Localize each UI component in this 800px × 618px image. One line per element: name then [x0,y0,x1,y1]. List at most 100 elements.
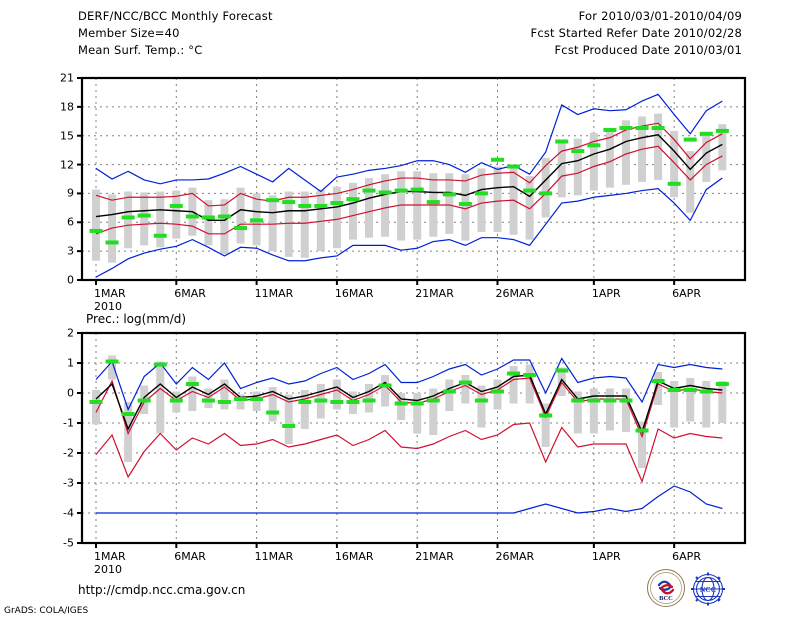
spread-bar [220,379,229,410]
member-size-label: Member Size=40 [78,26,180,40]
observed-marker [234,397,248,401]
spread-bar [252,193,261,246]
spread-bar [461,174,470,241]
spread-bar [108,194,117,263]
plot-frame [80,76,747,282]
observed-marker [651,379,665,383]
observed-marker [346,400,360,404]
observed-marker [603,398,617,403]
observed-marker [539,413,553,418]
x-axis-tick-label: 16MAR [334,287,374,300]
observed-marker [442,389,456,394]
x-axis-tick-label: 1MAR [94,287,126,300]
spread-bar [493,166,502,232]
spread-bar [477,168,486,232]
spread-bar [589,388,598,434]
spread-bar [124,191,133,249]
observed-marker [362,398,376,403]
plot-background [82,78,745,280]
observed-marker [426,200,440,205]
spread-bar [621,388,630,432]
spread-bar [654,372,663,405]
spread-bar [589,132,598,191]
spread-bar [397,393,406,420]
website-url[interactable]: http://cmdp.ncc.cma.gov.cn [78,583,246,597]
x-axis-tick-label: 6APR [672,287,701,300]
observed-marker [378,383,392,388]
observed-marker [169,398,183,403]
spread-bar [413,171,422,240]
x-axis-year-label: 2010 [94,563,122,576]
series-line-min [96,485,723,514]
observed-marker [266,198,280,203]
spread-bar [445,379,454,411]
ncc-logo: NCC [688,568,728,608]
spread-bar [156,191,165,248]
observed-marker [282,200,296,205]
y-axis-tick-label: 6 [67,215,74,229]
spread-bar [557,142,566,198]
spread-bar [397,171,406,241]
observed-marker [442,192,456,197]
observed-marker [683,137,697,142]
spread-bar [236,394,245,410]
observed-marker [715,128,729,133]
observed-marker [410,187,424,192]
spread-bar [718,124,727,171]
y-axis-tick-label: 9 [67,186,74,200]
x-axis-tick-label: 21MAR [415,550,454,563]
series-line-max [95,93,723,193]
spread-bar [300,191,309,258]
series-line-upper-quartile [95,122,723,207]
series-line-max [95,357,723,412]
spread-bar [429,173,438,237]
series-line-min [95,177,723,278]
observed-marker [491,157,504,162]
plot-frame [80,331,747,545]
precipitation-axis-title: Prec.: log(mm/d) [86,312,187,326]
y-axis-tick-label: 18 [60,100,74,114]
observed-marker [330,201,344,206]
observed-marker [458,202,472,207]
fcst-produced-date-label: Fcst Produced Date 2010/03/01 [554,43,742,57]
series-line-upper-quartile [95,377,723,439]
observed-marker [474,191,488,196]
spread-bar [188,187,197,236]
observed-marker [298,203,312,208]
observed-marker [330,400,344,404]
observed-marker [282,424,296,428]
observed-marker [153,233,167,238]
observed-marker [507,371,521,376]
observed-marker [185,382,199,386]
observed-marker [523,373,537,377]
forecast-period-label: For 2010/03/01-2010/04/09 [578,9,742,23]
observed-marker [555,139,569,144]
observed-marker [250,218,264,223]
observed-marker [217,214,231,219]
spread-bar [638,421,647,468]
y-axis-tick-label: 3 [67,244,74,258]
spread-bar [204,388,213,408]
x-axis-tick-label: 11MAR [254,287,294,300]
observed-marker [635,126,649,131]
chart-title: DERF/NCC/BCC Monthly Forecast [78,9,273,23]
y-axis-tick-label: -2 [63,446,74,460]
x-axis-tick-label: 6MAR [174,550,206,563]
y-axis-tick-label: 12 [60,158,74,172]
spread-bar [605,128,614,188]
observed-marker [587,143,601,148]
spread-bar [493,379,502,410]
spread-bar [670,381,679,428]
x-axis-tick-label: 1MAR [94,550,126,563]
spread-bar [702,381,711,428]
observed-marker [169,203,183,208]
spread-bar [525,364,534,404]
spread-bar [365,178,374,238]
y-axis-tick-label: 21 [60,71,74,85]
spread-bar [573,138,582,196]
spread-bar [268,387,277,422]
observed-marker [523,188,537,193]
observed-marker [298,400,312,404]
observed-marker [266,410,280,415]
